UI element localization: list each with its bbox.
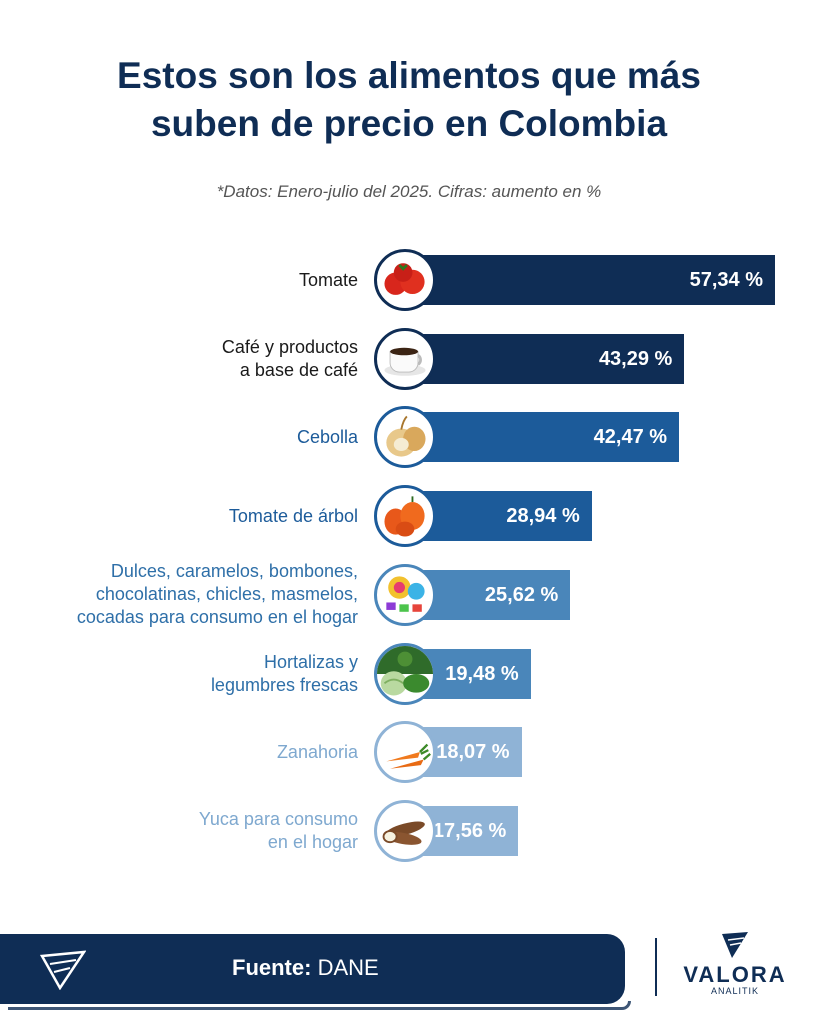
bar-category-label-line: Hortalizas y bbox=[263, 651, 358, 672]
coffee-cup-icon bbox=[374, 327, 436, 390]
bar-category-label-line: Tomate de árbol bbox=[228, 505, 358, 526]
chart-subtitle: *Datos: Enero-julio del 2025. Cifras: au… bbox=[216, 182, 602, 201]
bar-category-label: Tomate bbox=[6, 269, 358, 292]
bar-category-label-line: chocolatinas, chicles, masmelos, bbox=[95, 584, 358, 605]
brand-sub: ANALITIK bbox=[710, 986, 759, 996]
bar-category-label-line: Dulces, caramelos, bombones, bbox=[110, 561, 358, 582]
bar-category-label: Tomate de árbol bbox=[6, 505, 358, 528]
chart-title-line-2: suben de precio en Colombia bbox=[150, 103, 668, 144]
bar-category-label-line: a base de café bbox=[239, 359, 358, 380]
bar-chart: Tomate 57,34 % Café y productos a base de c… bbox=[6, 249, 775, 862]
footer-source-value: DANE bbox=[317, 955, 379, 980]
tree-tomato-icon bbox=[374, 485, 436, 548]
bar: 42,47 % bbox=[405, 412, 680, 463]
bar-category-label-line: Zanahoria bbox=[276, 741, 358, 762]
bar-value-label: 17,56 % bbox=[432, 819, 507, 842]
carrot-icon bbox=[374, 721, 436, 784]
onion-icon bbox=[374, 406, 436, 469]
bar-value-label: 25,62 % bbox=[484, 583, 559, 606]
candy-icon bbox=[374, 563, 436, 626]
footer-band bbox=[0, 934, 631, 1010]
footer-source: Fuente: DANE bbox=[232, 955, 379, 981]
bar-category-label-line: Cebolla bbox=[296, 426, 358, 447]
bar-value-label: 19,48 % bbox=[445, 662, 519, 685]
footer-divider bbox=[655, 938, 657, 996]
bar-value-label: 18,07 % bbox=[436, 741, 510, 764]
bar-category-label: Café y productos a base de café bbox=[6, 336, 358, 382]
bar-category-label: Hortalizas y legumbres frescas bbox=[6, 651, 358, 697]
bar-category-label: Yuca para consumo en el hogar bbox=[6, 808, 358, 854]
tomato-icon bbox=[374, 249, 436, 311]
bar: 28,94 % bbox=[405, 491, 592, 542]
bar-value-label: 57,34 % bbox=[689, 269, 763, 291]
cassava-icon bbox=[374, 799, 436, 862]
bar: 57,34 % bbox=[405, 255, 775, 305]
bar-category-label: Dulces, caramelos, bombones, chocolatinas… bbox=[6, 560, 358, 629]
vegetables-icon bbox=[374, 642, 436, 705]
bar-value-label: 43,29 % bbox=[598, 347, 673, 370]
bar-value-label: 28,94 % bbox=[506, 505, 580, 528]
bar-category-label-line: en el hogar bbox=[267, 831, 358, 852]
brand-logo: VALORA ANALITIK bbox=[680, 930, 790, 996]
bar-category-label-line: Tomate bbox=[298, 269, 358, 290]
bar: 43,29 % bbox=[405, 333, 685, 384]
bar-category-label-line: cocadas para consumo en el hogar bbox=[76, 607, 358, 628]
bar-category-label-line: Café y productos bbox=[221, 336, 358, 357]
bar-category-label: Cebolla bbox=[6, 426, 358, 449]
brand-name: VALORA bbox=[683, 962, 787, 987]
bar-category-label-line: legumbres frescas bbox=[210, 674, 358, 695]
bar-category-label-line: Yuca para consumo bbox=[198, 808, 358, 829]
bar-value-label: 42,47 % bbox=[593, 426, 668, 449]
bar-category-label: Zanahoria bbox=[6, 741, 358, 764]
chart-title-line-1: Estos son los alimentos que más bbox=[117, 55, 701, 96]
footer-source-label: Fuente: bbox=[232, 955, 312, 980]
valora-brand-icon bbox=[722, 932, 748, 958]
valora-footer-logo-icon bbox=[40, 950, 86, 990]
chart-title: Estos son los alimentos que más suben de… bbox=[0, 52, 818, 148]
